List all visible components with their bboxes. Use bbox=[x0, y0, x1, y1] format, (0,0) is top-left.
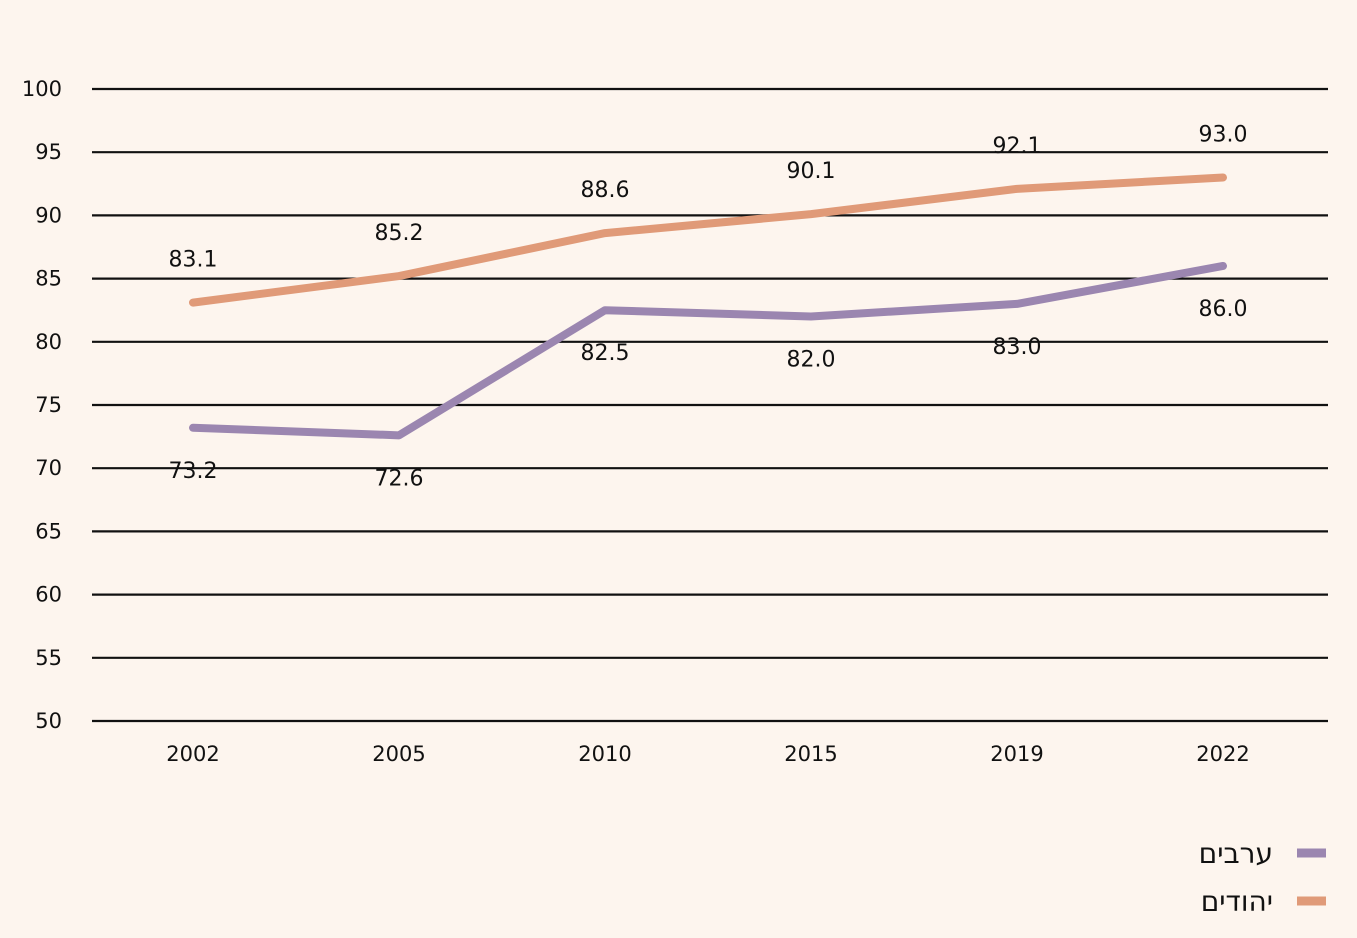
x-tick-label: 2022 bbox=[1196, 742, 1249, 766]
data-label: 82.0 bbox=[787, 348, 836, 373]
data-label: 85.2 bbox=[375, 221, 424, 246]
y-tick-label: 65 bbox=[35, 519, 62, 543]
data-label: 72.6 bbox=[375, 466, 424, 491]
data-label: 86.0 bbox=[1199, 297, 1248, 322]
data-label: 83.1 bbox=[169, 248, 218, 273]
series-line-1 bbox=[189, 261, 1227, 440]
data-label: 73.2 bbox=[169, 459, 218, 484]
x-tick-label: 2002 bbox=[166, 742, 219, 766]
y-axis-ticks: 50 55 60 65 70 75 80 85 90 95 100 bbox=[22, 77, 62, 733]
x-tick-label: 2015 bbox=[784, 742, 837, 766]
data-label: 88.6 bbox=[581, 178, 630, 203]
x-tick-label: 2010 bbox=[578, 742, 631, 766]
y-tick-label: 70 bbox=[35, 456, 62, 480]
gridlines bbox=[92, 87, 1328, 723]
series-line-0 bbox=[189, 173, 1227, 307]
x-tick-label: 2005 bbox=[372, 742, 425, 766]
data-label: 93.0 bbox=[1199, 122, 1248, 147]
data-label: 92.1 bbox=[993, 134, 1042, 159]
legend: ערבים יהודים bbox=[1199, 837, 1326, 918]
y-tick-label: 80 bbox=[35, 330, 62, 354]
y-tick-label: 85 bbox=[35, 267, 62, 291]
data-label: 90.1 bbox=[787, 159, 836, 184]
data-label: 82.5 bbox=[581, 341, 630, 366]
y-tick-label: 75 bbox=[35, 393, 62, 417]
data-labels: 83.1 85.2 88.6 90.1 92.1 93.0 73.2 72.6 82.5 82.0… bbox=[169, 122, 1248, 491]
y-tick-label: 50 bbox=[35, 709, 62, 733]
y-tick-label: 90 bbox=[35, 203, 62, 227]
legend-label: יהודים bbox=[1201, 885, 1273, 918]
y-tick-label: 60 bbox=[35, 583, 62, 607]
y-tick-label: 95 bbox=[35, 140, 62, 164]
data-label: 83.0 bbox=[993, 335, 1042, 360]
y-tick-label: 55 bbox=[35, 646, 62, 670]
legend-label: ערבים bbox=[1199, 837, 1273, 870]
y-tick-label: 100 bbox=[22, 77, 62, 101]
series-lines bbox=[189, 173, 1227, 440]
x-axis-ticks: 2002 2005 2010 2015 2019 2022 bbox=[166, 742, 1249, 766]
x-tick-label: 2019 bbox=[990, 742, 1043, 766]
